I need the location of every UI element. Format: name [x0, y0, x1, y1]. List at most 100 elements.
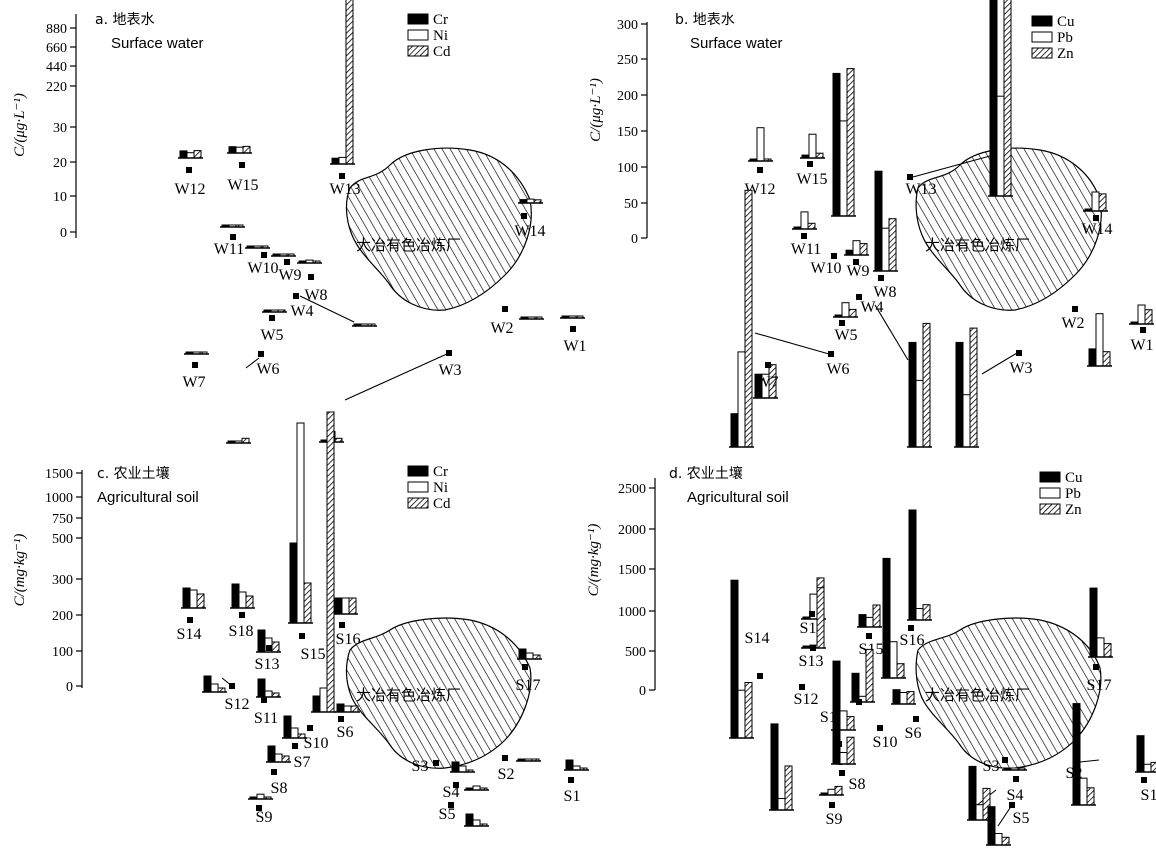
- bar-cd: [242, 145, 251, 154]
- panel-c-smelter-label: 大冶有色冶炼厂: [356, 686, 461, 704]
- bar-cu: [908, 509, 917, 621]
- site-s12: S12: [202, 675, 249, 713]
- bar-cr: [312, 695, 321, 713]
- bar-cr: [331, 157, 340, 165]
- bar-cd: [326, 411, 335, 713]
- bar-zn: [834, 785, 843, 796]
- site-w6: W6: [729, 189, 850, 448]
- panel-d-subtitle: Agricultural soil: [687, 489, 789, 506]
- bar-ni: [264, 690, 273, 698]
- bar-pb: [962, 394, 971, 448]
- site-marker: [292, 743, 298, 749]
- bar-cu: [730, 579, 739, 739]
- bar-pb: [1095, 313, 1104, 367]
- site-s3: S3: [983, 757, 1027, 775]
- leader-line: [1079, 759, 1100, 763]
- y-tick-label: 300: [617, 18, 638, 33]
- bar-cr: [336, 703, 345, 713]
- panel-b-subtitle: Surface water: [690, 35, 783, 52]
- site-s13: S13: [799, 587, 826, 670]
- bar-pb: [881, 227, 890, 272]
- site-w11: W11: [214, 224, 245, 258]
- site-marker: [877, 725, 883, 731]
- bar-pb: [756, 127, 765, 162]
- site-marker: [299, 633, 305, 639]
- bar-pb: [899, 692, 908, 705]
- site-marker: [284, 259, 290, 265]
- bar-zn: [815, 152, 824, 159]
- y-tick-label: 880: [46, 22, 67, 37]
- legend-swatch: [407, 465, 429, 477]
- panel-c-smelter-area: [345, 617, 532, 769]
- panel-b-ylabel: C/(μg·L⁻¹): [588, 78, 604, 142]
- site-marker: [839, 770, 845, 776]
- bar-pb: [889, 641, 898, 679]
- site-w1: W1: [560, 315, 587, 355]
- site-marker: [1072, 306, 1078, 312]
- y-tick-label: 1000: [618, 605, 646, 620]
- bar-ni: [210, 683, 219, 693]
- site-s6: S6: [891, 689, 921, 742]
- y-tick-label: 0: [60, 226, 67, 241]
- bar-cr: [179, 150, 188, 159]
- site-s16: S16: [900, 509, 932, 649]
- site-s2: S2: [1066, 703, 1100, 806]
- bar-pb: [1137, 304, 1146, 325]
- site-label: W15: [227, 177, 258, 194]
- bar-cu: [770, 723, 779, 811]
- site-marker: [831, 253, 837, 259]
- site-marker: [913, 716, 919, 722]
- legend-swatch: [407, 13, 429, 25]
- bar-pb: [1091, 191, 1100, 212]
- leader-line: [874, 304, 909, 361]
- panel-d-smelter-label: 大冶有色冶炼厂: [925, 686, 1030, 704]
- site-label: W13: [905, 181, 936, 198]
- y-tick-label: 440: [46, 60, 67, 75]
- site-marker: [1073, 754, 1079, 760]
- site-s12: S12: [769, 684, 818, 811]
- bar-cr: [228, 146, 237, 154]
- bar-cu: [989, 0, 998, 197]
- bar-cd: [193, 150, 202, 159]
- site-label: S18: [229, 623, 254, 640]
- site-label: S1: [1141, 787, 1156, 804]
- legend-entry: Ni: [433, 480, 448, 496]
- site-marker: [908, 625, 914, 631]
- bar-pb: [1079, 777, 1088, 806]
- site-w3: W3: [954, 327, 1033, 448]
- leader-line: [754, 332, 830, 355]
- leader-line: [912, 155, 991, 178]
- site-marker: [1093, 215, 1099, 221]
- site-marker: [810, 645, 816, 651]
- site-label: W5: [260, 327, 283, 344]
- site-label: W11: [214, 241, 245, 258]
- site-label: W14: [514, 223, 545, 240]
- bar-pb: [808, 133, 817, 159]
- site-w9: W9: [271, 253, 302, 284]
- site-label: W14: [1081, 221, 1112, 238]
- panel-a-smelter-label: 大冶有色冶炼厂: [356, 236, 461, 254]
- site-w2: W2: [490, 306, 544, 337]
- y-tick-label: 200: [617, 89, 638, 104]
- site-marker: [338, 716, 344, 722]
- legend-swatch: [1031, 47, 1053, 59]
- y-tick-label: 1000: [45, 491, 73, 506]
- site-marker: [339, 622, 345, 628]
- site-label: S2: [498, 766, 515, 783]
- bar-ni: [296, 422, 305, 624]
- site-w3: W3: [319, 350, 462, 443]
- bar-zn: [1098, 193, 1107, 212]
- y-tick-label: 150: [617, 125, 638, 140]
- bar-zn: [1150, 761, 1156, 773]
- site-label: S4: [1007, 787, 1024, 804]
- site-s10: S10: [304, 411, 336, 752]
- legend-entry: Pb: [1057, 30, 1073, 46]
- bar-pb: [852, 240, 861, 256]
- site-label: S10: [304, 735, 329, 752]
- legend-swatch: [1039, 487, 1061, 499]
- bar-pb: [839, 710, 848, 731]
- site-label: W4: [860, 299, 883, 316]
- bar-cr: [518, 648, 527, 660]
- bar-cr: [203, 675, 212, 693]
